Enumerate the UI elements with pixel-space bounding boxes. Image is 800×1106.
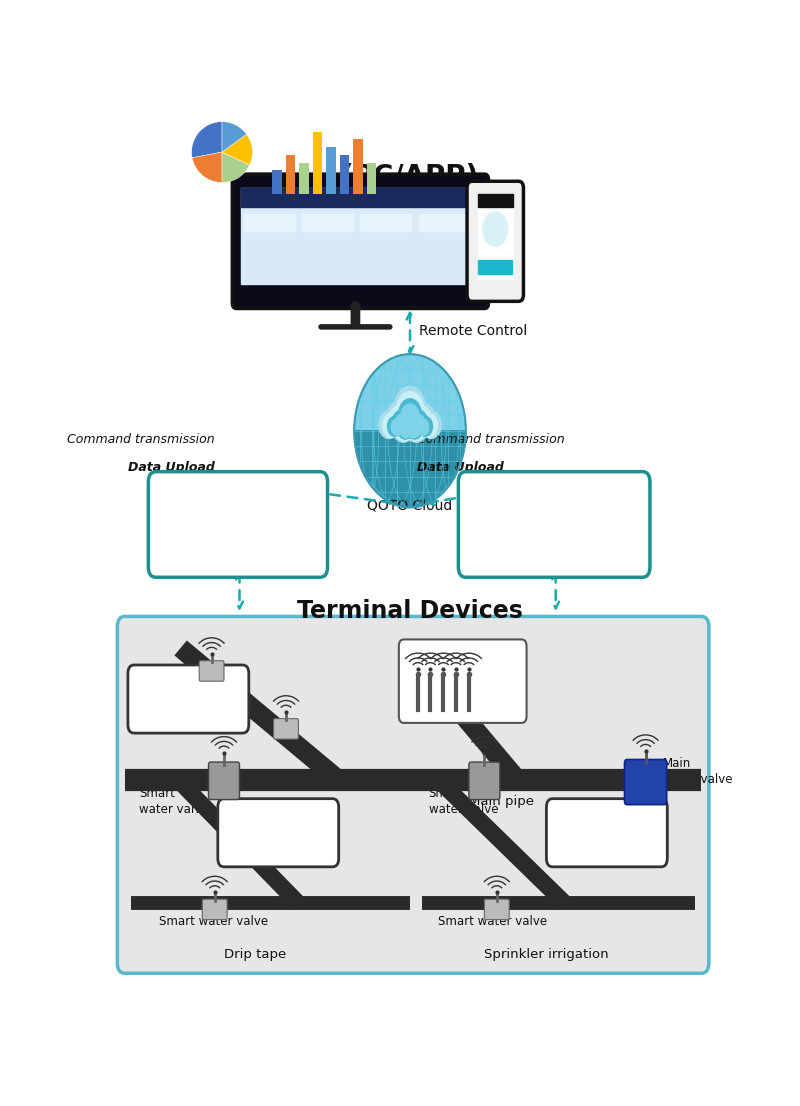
Text: Area 1: Area 1 [574,824,639,842]
Circle shape [402,418,418,438]
FancyBboxPatch shape [202,899,227,919]
Wedge shape [192,122,222,158]
Wedge shape [222,134,252,165]
Bar [299,163,309,194]
Bar [326,147,336,194]
Text: (PC/APP): (PC/APP) [341,163,479,190]
Bar [286,155,295,194]
Text: Main pipe: Main pipe [469,795,534,808]
Circle shape [387,417,402,436]
Circle shape [399,419,413,438]
Circle shape [421,410,442,438]
Circle shape [410,403,434,436]
Text: Sprinkler irrigation: Sprinkler irrigation [485,948,609,961]
Bar [478,194,513,207]
FancyBboxPatch shape [199,660,224,681]
Circle shape [378,410,399,438]
Text: Drip tape: Drip tape [224,948,286,961]
FancyBboxPatch shape [458,471,650,577]
Circle shape [401,404,419,430]
Text: Main
water valve: Main water valve [663,757,733,786]
Bar [418,213,470,231]
Wedge shape [354,431,466,508]
Text: Data Upload: Data Upload [418,460,504,473]
Circle shape [392,410,410,435]
Text: Smart
water valve: Smart water valve [429,786,498,816]
Text: Smart water valve: Smart water valve [438,915,547,928]
Circle shape [410,414,425,434]
Wedge shape [222,122,246,152]
FancyBboxPatch shape [274,719,298,739]
Circle shape [397,417,414,439]
Circle shape [392,411,414,442]
Circle shape [382,414,400,438]
Bar [313,132,322,194]
FancyBboxPatch shape [630,790,661,816]
Text: QOTO Cloud: QOTO Cloud [367,499,453,513]
FancyBboxPatch shape [485,899,510,919]
Circle shape [391,419,403,436]
Wedge shape [192,152,222,182]
Circle shape [483,212,508,246]
Circle shape [396,392,424,429]
Text: Data collection: Data collection [418,699,507,712]
Circle shape [400,414,420,441]
FancyBboxPatch shape [128,665,249,733]
Circle shape [386,403,410,436]
Circle shape [420,414,438,438]
Text: Area ...: Area ... [152,690,226,708]
Bar [361,213,411,231]
Bar [367,163,376,194]
FancyBboxPatch shape [399,639,526,723]
Circle shape [407,419,421,438]
Wedge shape [222,152,250,182]
FancyBboxPatch shape [467,181,523,301]
Text: Lora Gateway: Lora Gateway [458,489,651,512]
Text: Remote Control: Remote Control [419,324,527,338]
Circle shape [410,406,432,436]
Bar [478,260,512,274]
Text: Smart
water valve: Smart water valve [139,786,209,816]
Circle shape [398,399,422,430]
Text: Signal distance:
0~5km: Signal distance: 0~5km [499,524,610,559]
FancyBboxPatch shape [209,762,239,800]
Circle shape [354,354,466,508]
Circle shape [394,386,426,429]
Circle shape [395,414,410,434]
FancyBboxPatch shape [625,760,666,805]
Circle shape [404,420,416,437]
Text: SIM Card
Communcation: SIM Card Communcation [185,524,290,559]
Circle shape [401,415,419,439]
Text: Command transmission: Command transmission [418,434,565,446]
Text: Area 2: Area 2 [245,824,311,842]
FancyBboxPatch shape [546,799,667,867]
Circle shape [394,414,414,441]
FancyBboxPatch shape [148,471,327,577]
Bar [242,188,479,207]
Circle shape [388,406,410,436]
Text: Smart water valve: Smart water valve [159,915,268,928]
Bar [302,213,353,231]
Bar [354,139,363,194]
Bar [340,155,350,194]
Circle shape [410,410,428,435]
FancyBboxPatch shape [218,799,338,867]
Bar [478,205,513,279]
FancyBboxPatch shape [233,175,488,309]
Circle shape [418,417,433,436]
Bar [273,170,282,194]
Bar [242,188,479,284]
Circle shape [406,414,426,441]
Circle shape [417,419,429,436]
FancyBboxPatch shape [469,762,500,800]
Text: Terminal Devices: Terminal Devices [297,599,523,624]
Text: Data Upload: Data Upload [128,460,214,473]
Circle shape [406,417,423,439]
Circle shape [406,411,428,442]
Text: Sensor: Sensor [440,649,486,662]
FancyBboxPatch shape [118,616,709,973]
Text: 4G: 4G [215,487,261,515]
Text: Command transmission: Command transmission [67,434,214,446]
Bar [244,213,294,231]
